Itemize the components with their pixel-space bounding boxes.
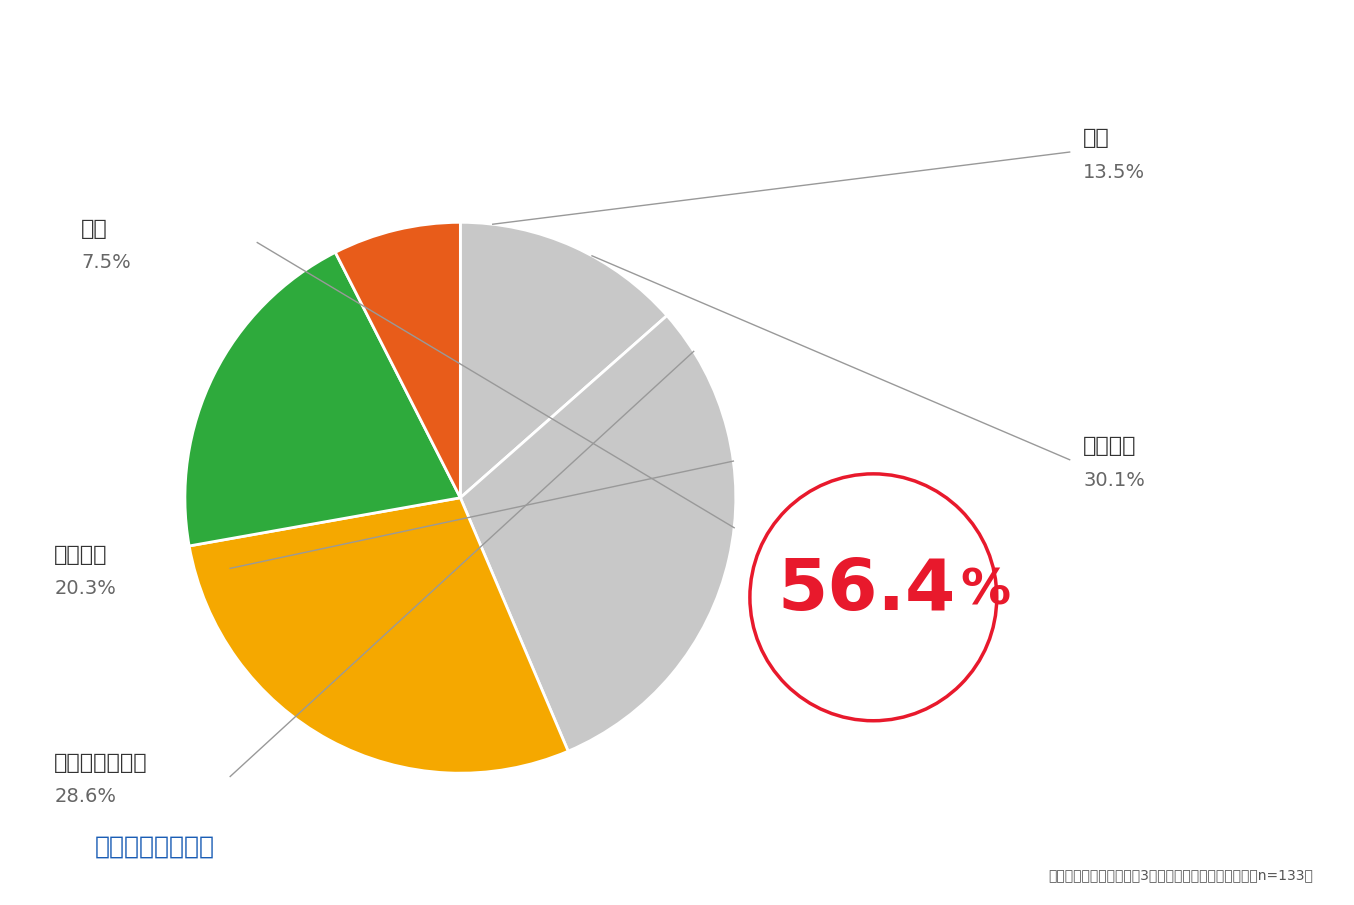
- Wedge shape: [185, 252, 460, 546]
- Text: 13.5%: 13.5%: [1083, 163, 1145, 182]
- Polygon shape: [768, 583, 810, 625]
- Text: 塾の満足度について教えてください。【料金】: 塾の満足度について教えてください。【料金】: [142, 70, 525, 100]
- Wedge shape: [336, 223, 460, 498]
- Text: 56.4: 56.4: [777, 556, 956, 624]
- Text: 7.5%: 7.5%: [81, 253, 131, 272]
- Text: %: %: [960, 567, 1010, 614]
- Text: やや不満: やや不満: [54, 545, 108, 565]
- Text: 30.1%: 30.1%: [1083, 471, 1145, 490]
- Text: 現在塾に通っている中学3年生の子どもがいる保護者（n=133）: 現在塾に通っている中学3年生の子どもがいる保護者（n=133）: [1048, 869, 1313, 882]
- Wedge shape: [460, 316, 735, 751]
- Text: じゅけラボ予備校: じゅけラボ予備校: [95, 834, 215, 858]
- Wedge shape: [460, 223, 668, 498]
- Text: 不満: 不満: [81, 219, 108, 239]
- Wedge shape: [190, 498, 569, 773]
- Text: 満足: 満足: [1083, 129, 1110, 148]
- Text: やや満足: やや満足: [1083, 436, 1137, 456]
- Text: どちらでもない: どちらでもない: [54, 753, 148, 773]
- Text: Q: Q: [53, 62, 93, 107]
- Text: 28.6%: 28.6%: [54, 787, 116, 806]
- Text: 20.3%: 20.3%: [54, 579, 116, 598]
